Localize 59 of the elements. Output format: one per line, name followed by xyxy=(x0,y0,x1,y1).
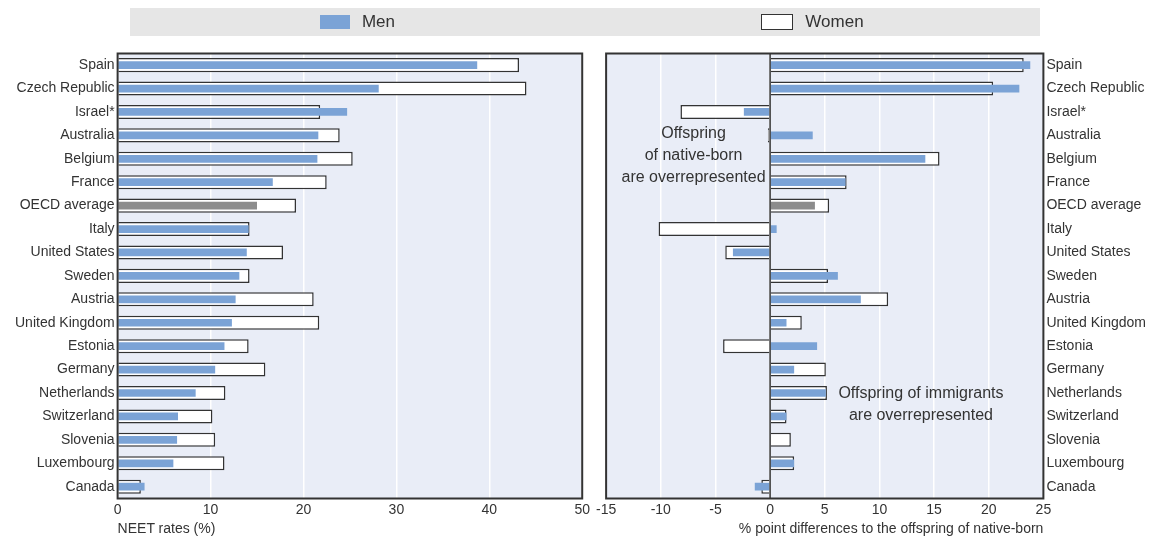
y-tick-label: Estonia xyxy=(1046,337,1094,354)
y-tick-label: Germany xyxy=(57,360,115,377)
x-tick-label: 40 xyxy=(481,500,498,517)
y-tick-label: Switzerland xyxy=(1046,407,1119,424)
y-tick-label: Austria xyxy=(71,290,115,307)
y-tick-label: OECD average xyxy=(19,196,115,213)
y-tick-label: Slovenia xyxy=(1046,430,1101,447)
y-tick-label: Spain xyxy=(78,55,115,72)
y-tick-label: Austria xyxy=(1046,290,1091,307)
x-axis-title: NEET rates (%) xyxy=(117,520,216,537)
x-tick-label: 50 xyxy=(574,500,591,517)
y-tick-label: Luxembourg xyxy=(36,454,115,471)
x-tick-label: 10 xyxy=(871,500,888,517)
y-tick-label: France xyxy=(71,173,115,190)
y-tick-label: Italy xyxy=(88,219,115,236)
y-tick-label: Luxembourg xyxy=(1046,454,1125,471)
x-tick-label: 0 xyxy=(113,500,122,517)
y-tick-label: Australia xyxy=(60,126,115,143)
x-tick-label: 20 xyxy=(295,500,312,517)
y-tick-label: Czech Republic xyxy=(16,79,115,96)
y-tick-label: United Kingdom xyxy=(1046,313,1147,330)
y-tick-label: France xyxy=(1046,173,1091,190)
x-tick-label: -15 xyxy=(596,500,617,517)
y-tick-label: Canada xyxy=(1046,477,1096,494)
y-tick-label: OECD average xyxy=(1046,196,1142,213)
legend-label: Men xyxy=(361,12,396,32)
y-tick-label: Netherlands xyxy=(1046,383,1122,400)
x-tick-label: 10 xyxy=(202,500,219,517)
y-tick-label: Slovenia xyxy=(60,430,115,447)
legend-label: Women xyxy=(805,12,864,32)
x-tick-label: 0 xyxy=(766,500,775,517)
y-tick-label: United States xyxy=(1046,243,1131,260)
y-tick-label: Switzerland xyxy=(42,407,115,424)
x-tick-label: 30 xyxy=(388,500,405,517)
x-axis-title: % point differences to the offspring of native-born xyxy=(738,520,1044,537)
y-tick-label: Spain xyxy=(1046,55,1083,72)
y-tick-label: Italy xyxy=(1046,219,1073,236)
y-tick-label: Sweden xyxy=(1046,266,1097,283)
y-tick-label: Sweden xyxy=(64,266,115,283)
y-tick-label: Estonia xyxy=(67,337,115,354)
annotation: Offspring of immigrants are overrepresented xyxy=(838,384,1004,424)
y-tick-label: Belgium xyxy=(64,149,115,166)
y-tick-label: Israel* xyxy=(1046,102,1087,119)
y-tick-label: Netherlands xyxy=(39,383,115,400)
y-tick-label: Canada xyxy=(65,477,115,494)
y-tick-label: Australia xyxy=(1046,126,1102,143)
y-tick-label: Czech Republic xyxy=(1046,79,1145,96)
x-tick-label: 15 xyxy=(926,500,943,517)
x-tick-label: -5 xyxy=(709,500,722,517)
y-tick-label: Belgium xyxy=(1046,149,1097,166)
x-tick-label: 20 xyxy=(980,500,997,517)
y-tick-label: United States xyxy=(30,243,115,260)
y-tick-label: Germany xyxy=(1046,360,1104,377)
annotation: Offspring of native-born are overrepresented xyxy=(621,124,766,186)
y-tick-label: Israel* xyxy=(74,102,116,119)
x-tick-label: -10 xyxy=(650,500,672,517)
x-tick-label: 5 xyxy=(820,500,829,517)
y-tick-label: United Kingdom xyxy=(14,313,115,330)
x-tick-label: 25 xyxy=(1035,500,1052,517)
